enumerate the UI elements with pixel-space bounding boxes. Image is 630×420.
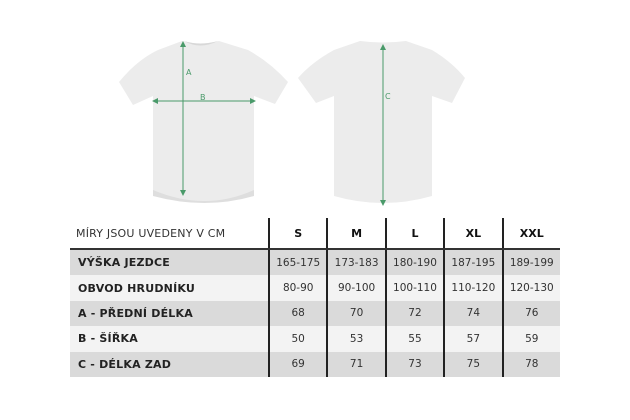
table-cell: 59	[501, 326, 560, 352]
table-row: B - ŠÍŘKA 50 53 55 57 59	[70, 326, 560, 352]
table-row: VÝŠKA JEZDCE 165-175 173-183 180-190 187-195…	[70, 250, 560, 276]
table-row: C - DÉLKA ZAD 69 71 73 75 78	[70, 351, 560, 377]
row-label: VÝŠKA JEZDCE	[78, 256, 170, 270]
table-cell: 75	[443, 351, 501, 377]
size-header: XL	[443, 218, 501, 248]
size-header: XXL	[501, 218, 560, 248]
row-label: OBVOD HRUDNÍKU	[78, 281, 196, 295]
row-label: B - ŠÍŘKA	[78, 332, 138, 346]
table-cell: 173-183	[326, 250, 384, 276]
table-cell: 100-110	[384, 275, 443, 301]
table-cell: 187-195	[443, 250, 501, 276]
size-header: M	[326, 218, 384, 248]
back-shirt	[298, 41, 465, 203]
table-row: OBVOD HRUDNÍKU 80-90 90-100 100-110 110-120 1…	[70, 275, 560, 301]
table-cell: 90-100	[326, 275, 384, 301]
size-header: L	[384, 218, 443, 248]
front-shirt	[119, 41, 288, 203]
table-row: A - PŘEDNÍ DÉLKA 68 70 72 74 76	[70, 300, 560, 327]
table-cell: 165-175	[268, 250, 326, 276]
table-cell: 110-120	[443, 275, 501, 301]
table-cell: 71	[326, 351, 384, 377]
table-cell: 55	[384, 326, 443, 352]
table-cell: 68	[268, 300, 326, 327]
label-a: A	[186, 68, 192, 77]
table-cell: 72	[384, 300, 443, 327]
table-cell: 76	[501, 300, 560, 327]
table-cell: 53	[326, 326, 384, 352]
table-cell: 50	[268, 326, 326, 352]
table-cell: 57	[443, 326, 501, 352]
size-header: S	[268, 218, 326, 248]
tshirt-diagram: A B C	[119, 41, 465, 206]
table-cell: 180-190	[384, 250, 443, 276]
table-cell: 80-90	[268, 275, 326, 301]
table-caption: MÍRY JSOU UVEDENY V CM	[76, 226, 226, 240]
row-label: A - PŘEDNÍ DÉLKA	[78, 306, 193, 320]
row-label: C - DÉLKA ZAD	[78, 357, 172, 371]
table-cell: 189-199	[501, 250, 560, 276]
table-cell: 69	[268, 351, 326, 377]
label-b: B	[200, 93, 206, 102]
size-table: MÍRY JSOU UVEDENY V CM S M L XL XXL VÝŠK…	[70, 218, 560, 377]
table-cell: 74	[443, 300, 501, 327]
table-cell: 73	[384, 351, 443, 377]
table-cell: 78	[501, 351, 560, 377]
table-cell: 120-130	[501, 275, 560, 301]
table-cell: 70	[326, 300, 384, 327]
label-c: C	[385, 92, 391, 101]
table-header: MÍRY JSOU UVEDENY V CM S M L XL XXL	[70, 218, 560, 250]
